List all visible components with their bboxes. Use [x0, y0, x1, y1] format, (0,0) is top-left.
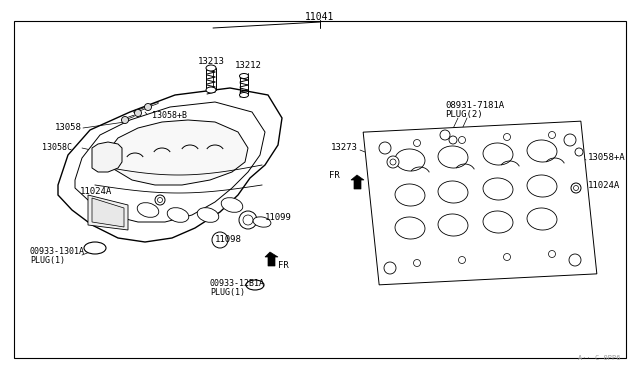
Text: 13273: 13273 [331, 144, 358, 153]
Circle shape [413, 140, 420, 147]
Text: 13058+A: 13058+A [588, 154, 626, 163]
Text: 11041: 11041 [305, 12, 335, 22]
Text: 13058C: 13058C [152, 128, 182, 138]
Ellipse shape [527, 140, 557, 162]
Circle shape [449, 136, 457, 144]
Circle shape [212, 232, 228, 248]
Ellipse shape [438, 214, 468, 236]
Circle shape [145, 103, 152, 110]
Ellipse shape [438, 146, 468, 168]
Circle shape [504, 253, 511, 260]
Polygon shape [105, 120, 248, 185]
Circle shape [122, 116, 129, 124]
Polygon shape [370, 128, 590, 278]
Ellipse shape [395, 149, 425, 171]
Ellipse shape [527, 208, 557, 230]
Ellipse shape [206, 87, 216, 93]
Ellipse shape [206, 65, 216, 71]
Text: FR: FR [278, 260, 289, 269]
Ellipse shape [527, 175, 557, 197]
Text: 11098: 11098 [215, 235, 242, 244]
Text: 11024A: 11024A [80, 187, 112, 196]
Text: 13058+B: 13058+B [152, 110, 187, 119]
Ellipse shape [483, 143, 513, 165]
Text: 11024A: 11024A [588, 180, 620, 189]
Polygon shape [92, 142, 122, 172]
Text: 13058: 13058 [55, 124, 82, 132]
Polygon shape [88, 195, 128, 230]
Ellipse shape [239, 93, 248, 97]
Polygon shape [58, 88, 282, 242]
Circle shape [243, 215, 253, 225]
Circle shape [458, 257, 465, 263]
Circle shape [384, 262, 396, 274]
Circle shape [564, 134, 576, 146]
Polygon shape [351, 175, 364, 189]
Text: FR: FR [329, 170, 340, 180]
Ellipse shape [167, 208, 189, 222]
Ellipse shape [246, 280, 264, 290]
Circle shape [379, 142, 391, 154]
Text: 13213: 13213 [198, 58, 225, 67]
Circle shape [413, 260, 420, 266]
Polygon shape [75, 102, 265, 222]
Ellipse shape [197, 208, 219, 222]
Ellipse shape [438, 181, 468, 203]
Polygon shape [265, 252, 278, 266]
Ellipse shape [239, 74, 248, 78]
Circle shape [134, 109, 141, 116]
Text: 00933-12B1A: 00933-12B1A [210, 279, 265, 288]
Ellipse shape [395, 184, 425, 206]
Polygon shape [92, 198, 124, 227]
Ellipse shape [137, 203, 159, 217]
Ellipse shape [483, 211, 513, 233]
Ellipse shape [84, 242, 106, 254]
Text: 11099: 11099 [265, 214, 292, 222]
Circle shape [548, 131, 556, 138]
Circle shape [571, 183, 581, 193]
Ellipse shape [483, 178, 513, 200]
Text: 13212: 13212 [235, 61, 262, 70]
Text: A·· C 0PP6: A·· C 0PP6 [577, 355, 620, 361]
Text: PLUG(2): PLUG(2) [445, 109, 483, 119]
Circle shape [458, 137, 465, 144]
Text: 00933-1301A: 00933-1301A [30, 247, 85, 257]
Circle shape [155, 195, 165, 205]
Circle shape [548, 250, 556, 257]
Polygon shape [363, 121, 597, 285]
Circle shape [387, 156, 399, 168]
Circle shape [239, 211, 257, 229]
Text: PLUG(1): PLUG(1) [30, 257, 65, 266]
Circle shape [569, 254, 581, 266]
Text: 08931-7181A: 08931-7181A [445, 100, 504, 109]
Text: PLUG(1): PLUG(1) [210, 288, 245, 296]
Ellipse shape [253, 217, 271, 227]
Circle shape [390, 159, 396, 165]
Ellipse shape [221, 198, 243, 212]
Ellipse shape [395, 217, 425, 239]
Circle shape [573, 186, 579, 190]
Circle shape [504, 134, 511, 141]
Circle shape [157, 198, 163, 202]
Text: 13058C: 13058C [42, 144, 72, 153]
Circle shape [575, 148, 583, 156]
Circle shape [440, 130, 450, 140]
